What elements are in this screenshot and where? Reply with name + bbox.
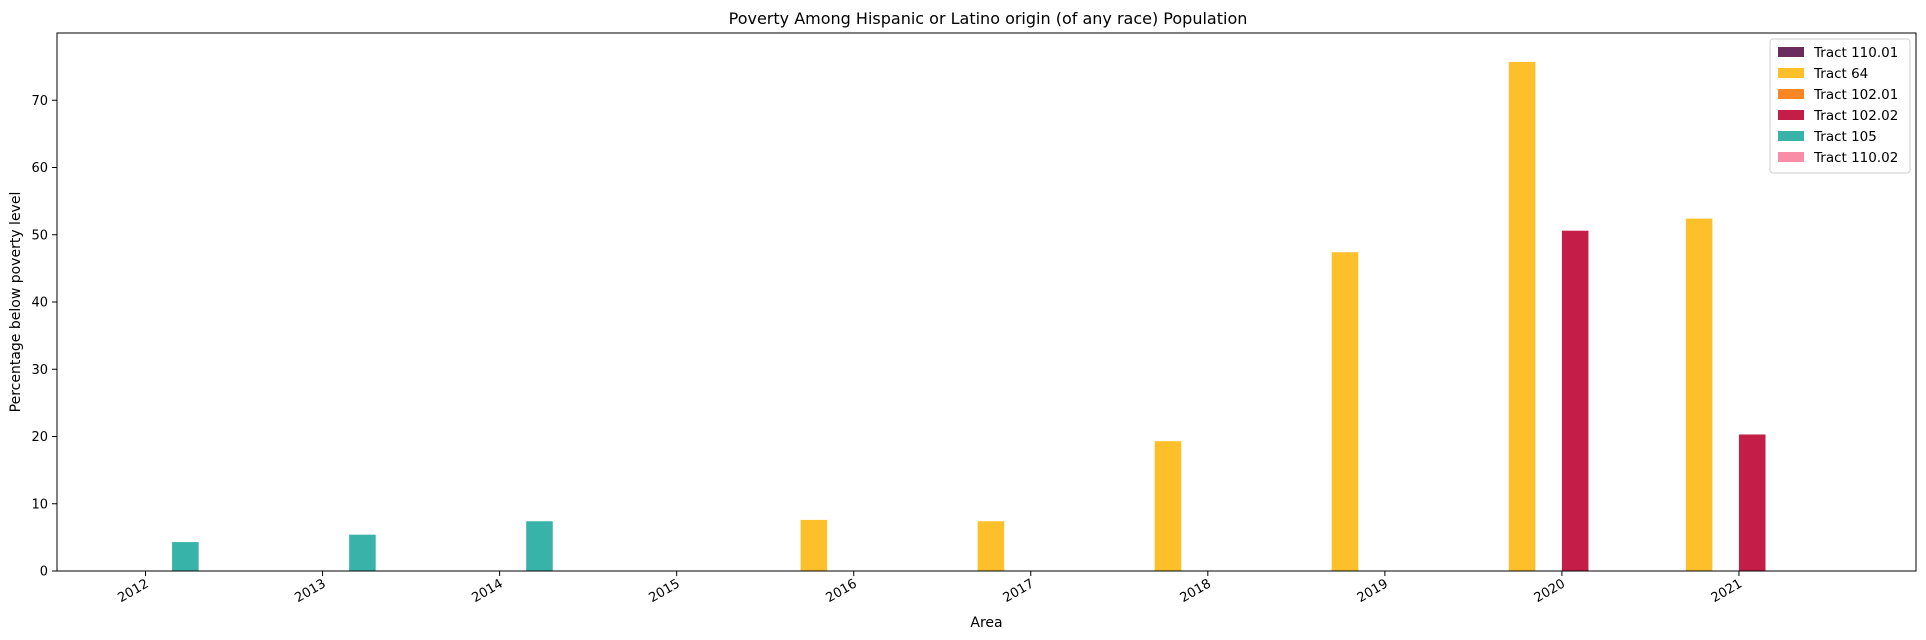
legend: Tract 110.01 Tract 64 Tract 102.01 Tract 10… — [1769, 38, 1911, 174]
bar-tract-105-2014 — [526, 521, 553, 571]
legend-swatch — [1778, 152, 1804, 162]
legend-swatch — [1778, 47, 1804, 57]
x-tick-label: 2020 — [1532, 576, 1568, 606]
y-axis-title: Percentage below poverty level — [8, 192, 24, 413]
x-tick-label: 2014 — [469, 576, 505, 606]
legend-entry: Tract 105 — [1813, 129, 1877, 145]
legend-swatch — [1778, 110, 1804, 120]
x-tick-label: 2013 — [292, 576, 328, 606]
plot-frame — [56, 32, 1917, 572]
legend-box — [1769, 38, 1911, 174]
bar-tract-64-2019 — [1331, 252, 1359, 572]
legend-swatch — [1778, 68, 1804, 78]
y-tick-label: 60 — [31, 161, 48, 176]
y-tick-label: 10 — [31, 497, 48, 512]
bar-tract-64-2021 — [1685, 218, 1713, 572]
y-tick-label: 40 — [31, 296, 48, 311]
legend-entry: Tract 102.01 — [1813, 87, 1898, 103]
x-tick-label: 2015 — [647, 576, 683, 606]
x-axis-title: Area — [970, 615, 1002, 631]
bar-tract-64-2020 — [1508, 61, 1536, 572]
legend-swatch — [1778, 131, 1804, 141]
y-tick-label: 20 — [31, 430, 48, 445]
legend-entry: Tract 110.02 — [1813, 150, 1898, 166]
x-tick-label: 2017 — [1001, 576, 1037, 606]
legend-entry: Tract 64 — [1813, 66, 1868, 82]
legend-entry: Tract 102.02 — [1813, 108, 1898, 124]
y-tick-label: 70 — [31, 94, 48, 109]
x-axis: 2012 2013 2014 2015 2016 2017 2018 2019 2020 2021 — [115, 571, 1745, 606]
bar-tract-64-2017 — [977, 521, 1005, 571]
bar-tract-102-02-2020 — [1561, 230, 1589, 571]
legend-entry: Tract 110.01 — [1813, 45, 1898, 61]
chart-title: Poverty Among Hispanic or Latino origin … — [729, 9, 1248, 28]
y-tick-label: 30 — [31, 363, 48, 378]
bars-group — [172, 61, 1766, 572]
x-tick-label: 2016 — [824, 576, 860, 606]
y-tick-label: 50 — [31, 228, 48, 243]
bar-tract-102-02-2021 — [1738, 434, 1766, 571]
bar-tract-105-2012 — [172, 542, 199, 571]
x-tick-label: 2018 — [1178, 576, 1214, 606]
x-tick-label: 2019 — [1355, 576, 1391, 606]
y-tick-label: 0 — [40, 565, 48, 580]
bar-tract-64-2016 — [800, 519, 828, 571]
legend-swatch — [1778, 89, 1804, 99]
x-tick-label: 2021 — [1709, 576, 1745, 606]
x-tick-label: 2012 — [115, 576, 151, 606]
bar-tract-64-2018 — [1154, 441, 1182, 571]
bar-tract-105-2013 — [349, 534, 376, 571]
y-axis: 0 10 20 30 40 50 60 70 — [31, 94, 57, 580]
